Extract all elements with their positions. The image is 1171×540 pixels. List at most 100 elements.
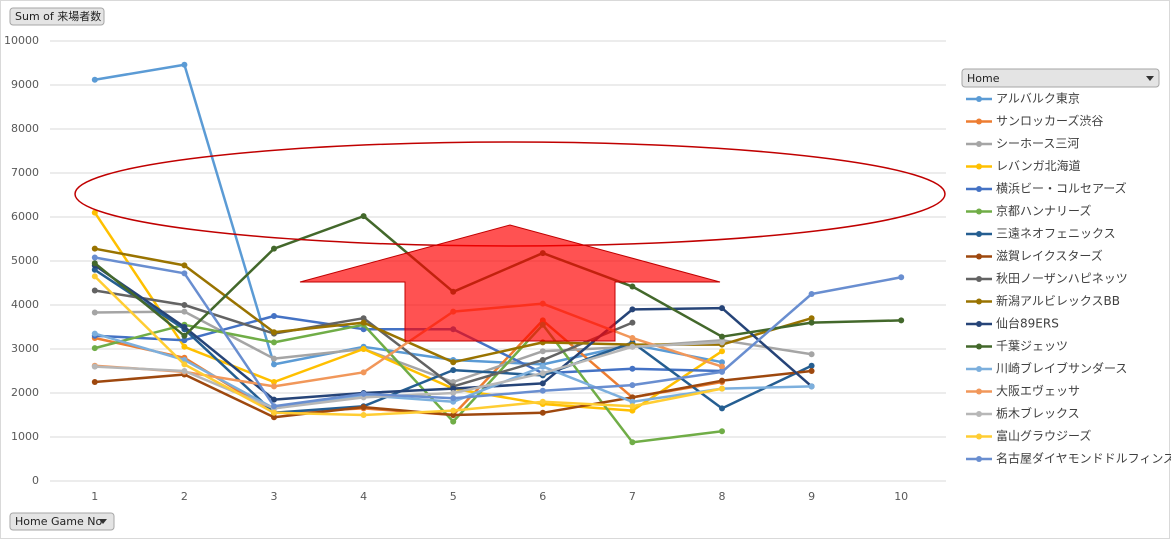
legend-label: 名古屋ダイヤモンドドルフィンズ <box>996 451 1171 466</box>
data-point <box>181 368 188 374</box>
legend-label: 横浜ビー・コルセアーズ <box>996 181 1127 196</box>
data-point <box>271 355 277 362</box>
data-point <box>719 385 725 392</box>
data-point <box>271 329 277 336</box>
legend-label: 仙台89ERS <box>996 316 1059 331</box>
legend-marker <box>976 231 982 237</box>
data-point <box>181 324 188 330</box>
data-point <box>91 254 98 261</box>
data-point <box>629 306 636 313</box>
legend-label: シーホース三河 <box>996 137 1079 151</box>
legend-field-button[interactable]: Home <box>961 68 1160 88</box>
x-tick-label: 9 <box>808 490 815 503</box>
data-point <box>808 368 815 374</box>
legend-marker <box>976 456 982 462</box>
data-point <box>719 368 725 375</box>
data-point <box>271 383 277 390</box>
data-point <box>450 367 457 374</box>
data-point <box>898 317 905 324</box>
axis-field-label: Home Game No <box>15 515 102 528</box>
data-point <box>450 379 457 385</box>
data-point <box>181 308 188 315</box>
value-field-label: Sum of 来場者数 <box>15 10 101 23</box>
data-point <box>808 315 815 322</box>
data-point <box>271 361 277 368</box>
legend-label: レバンガ北海道 <box>996 158 1081 173</box>
data-point <box>271 245 277 252</box>
data-point <box>450 412 457 418</box>
data-point <box>271 313 277 319</box>
legend-label: 富山グラウジーズ <box>996 428 1091 443</box>
data-point <box>271 409 277 416</box>
legend-label: 新潟アルビレックスBB <box>996 293 1120 308</box>
legend-field-label: Home <box>967 72 1000 85</box>
data-point <box>629 365 636 372</box>
data-point <box>629 283 636 290</box>
legend-label: サンロッカーズ渋谷 <box>996 113 1103 128</box>
x-tick-label: 8 <box>719 490 726 503</box>
data-point <box>360 412 367 418</box>
data-point <box>539 363 546 370</box>
data-point <box>271 339 277 346</box>
legend-marker <box>976 411 982 417</box>
legend-marker <box>976 96 982 102</box>
x-tick-label: 6 <box>539 490 546 503</box>
series-line <box>93 275 723 417</box>
data-point <box>360 346 367 352</box>
series-line <box>93 211 723 412</box>
data-point <box>808 319 815 326</box>
data-point <box>539 409 546 416</box>
data-point <box>271 403 277 410</box>
data-point <box>360 404 367 411</box>
y-tick-label: 8000 <box>11 122 39 135</box>
data-point <box>719 359 725 366</box>
data-point <box>629 343 636 350</box>
data-point <box>539 380 546 387</box>
dropdown-arrow <box>1146 76 1154 81</box>
data-point <box>271 396 277 403</box>
data-point <box>91 379 98 385</box>
data-point <box>808 291 815 297</box>
x-tick-label: 4 <box>360 490 367 503</box>
up-arrow <box>299 224 721 342</box>
data-point <box>360 213 367 220</box>
value-field-button[interactable]: Sum of 来場者数 <box>9 7 105 26</box>
data-point <box>450 395 457 402</box>
data-point <box>181 332 188 339</box>
legend-marker <box>976 366 982 372</box>
legend-label: 京都ハンナリーズ <box>996 203 1091 218</box>
y-tick-label: 5000 <box>11 254 39 267</box>
y-tick-label: 0 <box>32 474 39 487</box>
data-point <box>898 274 905 281</box>
data-point <box>360 390 367 397</box>
data-point <box>360 369 367 376</box>
legend-marker <box>976 141 982 147</box>
legend-label: 千葉ジェッツ <box>996 339 1068 353</box>
x-tick-label: 7 <box>629 490 636 503</box>
legend-label: 三遠ネオフェニックス <box>996 227 1116 241</box>
x-tick-label: 2 <box>181 490 188 503</box>
data-point <box>181 302 188 308</box>
x-tick-label: 10 <box>894 490 908 503</box>
data-point <box>719 377 725 384</box>
legend-label: アルバルク東京 <box>996 92 1080 106</box>
series-line <box>94 323 723 444</box>
x-tick-label: 1 <box>91 490 98 503</box>
y-tick-label: 7000 <box>11 166 39 179</box>
data-point <box>450 407 457 414</box>
data-point <box>719 305 725 312</box>
data-point <box>629 398 636 405</box>
legend-label: 秋田ノーザンハピネッツ <box>996 272 1128 286</box>
data-point <box>360 319 367 326</box>
axis-field-button[interactable]: Home Game No <box>9 512 115 531</box>
data-point <box>808 383 815 390</box>
legend-marker <box>976 388 982 395</box>
data-point <box>629 407 636 414</box>
legend-marker <box>976 276 982 282</box>
series-line <box>94 256 902 408</box>
data-point <box>629 335 636 341</box>
legend-marker <box>976 208 982 215</box>
data-point <box>91 345 98 352</box>
